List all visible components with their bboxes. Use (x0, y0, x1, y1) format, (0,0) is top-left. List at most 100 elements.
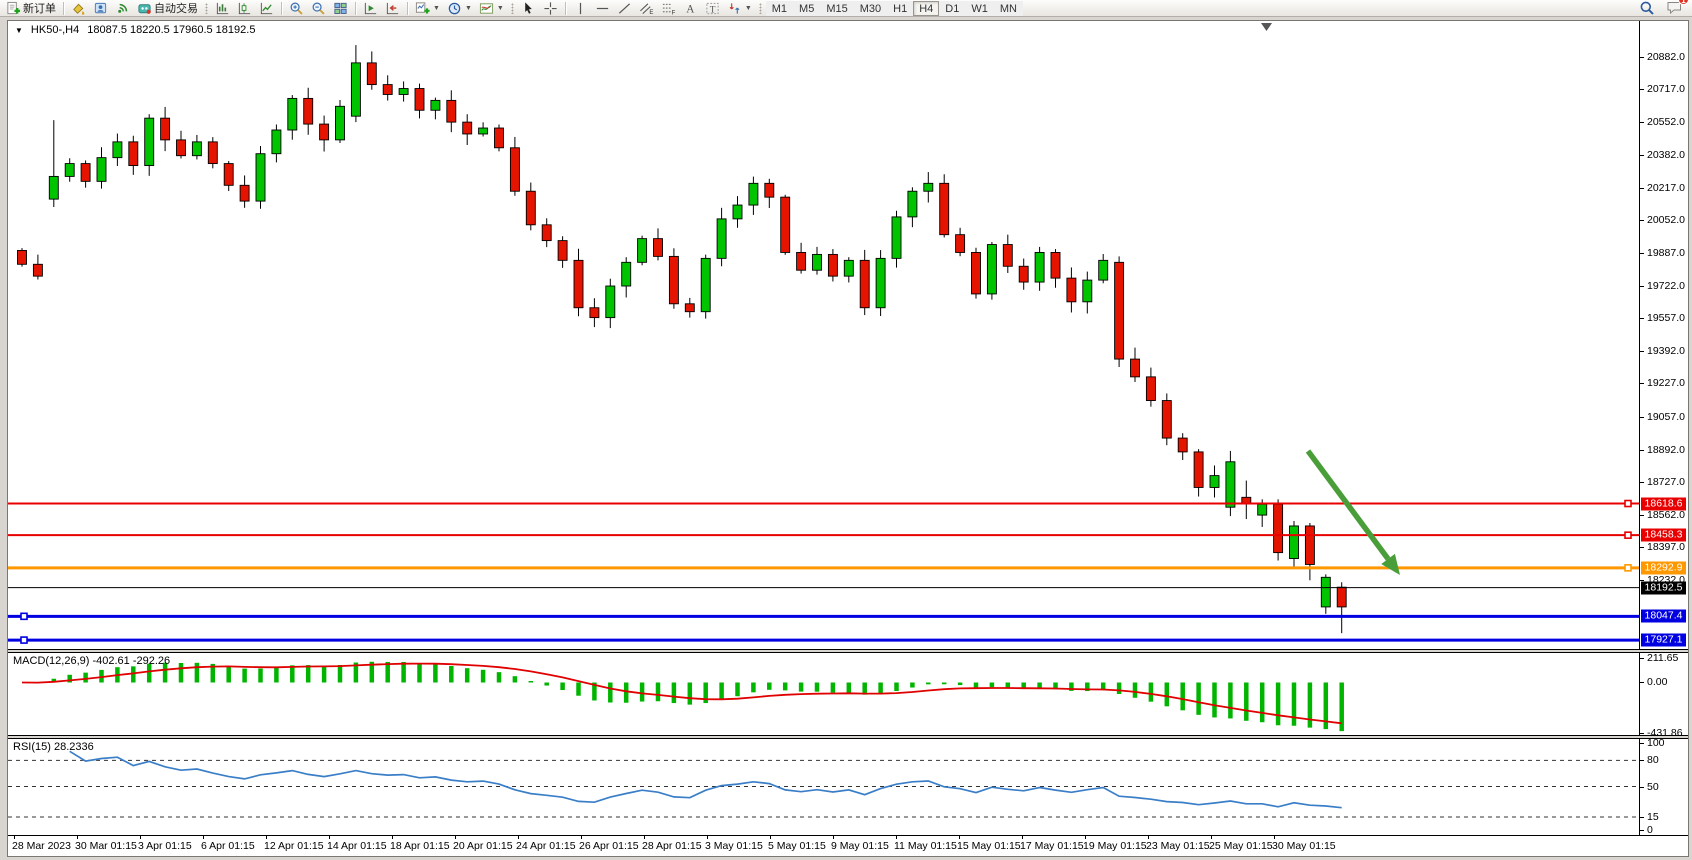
chart-shift-icon (386, 2, 399, 14)
price-tick-label: 20052.0 (1647, 214, 1685, 227)
timeframe-w1[interactable]: W1 (965, 0, 994, 16)
time-tick-mark (959, 836, 960, 839)
crosshair-button[interactable] (540, 1, 561, 16)
time-axis[interactable]: 28 Mar 2023 30 Mar 01:15 3 Apr 01:15 6 Apr … (8, 835, 1688, 856)
time-tick-label: 24 Apr 01:15 (516, 840, 576, 852)
time-tick-label: 11 May 01:15 (894, 840, 957, 852)
price-tick-label: 19557.0 (1647, 312, 1685, 325)
rsi-tick-label: 15 (1647, 810, 1659, 823)
candlestick-chart[interactable] (8, 21, 1640, 648)
timeframe-m1[interactable]: M1 (765, 0, 794, 16)
time-tick-label: 30 Mar 01:15 (75, 840, 137, 852)
publisher-button[interactable] (90, 1, 111, 16)
toolbar-separator (355, 1, 356, 15)
macd-tick-label: 0.00 (1647, 676, 1668, 689)
signals-button[interactable] (112, 1, 133, 16)
fibonacci-icon: F (662, 3, 675, 16)
rsi-tick-mark (1640, 743, 1644, 744)
chart-shift-button[interactable] (382, 1, 403, 16)
rsi-axis[interactable]: 100 80 50 15 0 (1640, 738, 1688, 835)
time-tick-mark (14, 836, 15, 839)
timeframe-mn[interactable]: MN (993, 0, 1023, 16)
text-label-button[interactable]: T (702, 1, 723, 16)
time-tick-mark (1211, 836, 1212, 839)
time-tick-label: 14 Apr 01:15 (327, 840, 387, 852)
templates-button[interactable]: ▼ (476, 1, 507, 16)
text-button[interactable]: A (680, 1, 701, 16)
horizontal-line-button[interactable] (592, 1, 613, 16)
price-tick-mark (1640, 155, 1644, 157)
chat-button[interactable]: 1 (1666, 0, 1689, 18)
timeframe-h1[interactable]: H1 (887, 0, 914, 16)
timeframe-d1[interactable]: D1 (939, 0, 966, 16)
time-tick-mark (896, 836, 897, 839)
price-tick-mark (1640, 482, 1644, 484)
macd-tick-label: 211.65 (1647, 652, 1679, 664)
price-tick-label: 18397.0 (1647, 541, 1685, 554)
macd-pane[interactable]: MACD(12,26,9) -402.61 -292.26 (8, 652, 1640, 736)
main-chart-pane[interactable]: ▼ HK50-,H4 18087.5 18220.5 17960.5 18192… (8, 21, 1640, 650)
rsi-tick-label: 0 (1647, 824, 1653, 835)
zoom-out-button[interactable] (308, 1, 329, 16)
chevron-down-icon: ▼ (433, 4, 440, 12)
bar-chart-button[interactable] (212, 1, 233, 16)
arrow-objects-icon (729, 2, 740, 14)
chevron-down-icon: ▼ (464, 4, 472, 12)
chart-window: ▼ HK50-,H4 18087.5 18220.5 17960.5 18192… (7, 20, 1689, 857)
indicators-button[interactable]: ▼ (412, 1, 443, 16)
rsi-tick-mark (1640, 830, 1644, 831)
candlestick-button[interactable] (234, 1, 255, 16)
styler-button[interactable] (68, 1, 89, 16)
toolbar-right: 1 (1636, 0, 1689, 18)
fibonacci-button[interactable]: F (658, 1, 679, 16)
equidistant-channel-button[interactable]: E (636, 1, 657, 16)
zoom-in-button[interactable] (286, 1, 307, 16)
rsi-tick-mark (1640, 816, 1644, 818)
time-tick-mark (1148, 836, 1149, 839)
timeframe-m15[interactable]: M15 (820, 0, 854, 16)
toolbar-separator (63, 1, 64, 15)
zoom-out-icon (312, 2, 325, 15)
search-button[interactable] (1636, 1, 1658, 16)
notification-badge: 1 (1678, 0, 1689, 5)
time-tick-mark (1022, 836, 1023, 839)
time-tick-label: 20 Apr 01:15 (453, 840, 513, 852)
new-order-button[interactable]: 新订单 (3, 1, 59, 16)
price-tick-mark (1640, 318, 1644, 320)
time-tick-mark (581, 836, 582, 839)
timeframe-h4[interactable]: H4 (913, 0, 940, 16)
chart-dropdown-icon[interactable]: ▼ (15, 25, 23, 35)
time-tick-label: 6 Apr 01:15 (201, 840, 255, 852)
time-tick-label: 18 Apr 01:15 (390, 840, 450, 852)
macd-axis[interactable]: 211.65 0.00 -431.86 (1640, 652, 1688, 736)
autotrading-button[interactable]: 自动交易 (134, 1, 201, 16)
time-tick-mark (455, 836, 456, 839)
price-tick-label: 19227.0 (1647, 377, 1685, 390)
pane-splitter[interactable] (8, 650, 1688, 652)
pane-splitter[interactable] (8, 736, 1688, 738)
price-tick-label: 19722.0 (1647, 279, 1685, 292)
toolbar-grip (510, 2, 514, 14)
price-tick-mark (1640, 383, 1644, 385)
periods-button[interactable]: ▼ (444, 1, 475, 16)
tile-windows-button[interactable] (330, 1, 351, 16)
auto-scroll-button[interactable] (360, 1, 381, 16)
macd-tick-label: -431.86 (1647, 727, 1683, 736)
cursor-button[interactable] (518, 1, 539, 16)
trendline-button[interactable] (614, 1, 635, 16)
svg-text:F: F (671, 9, 675, 16)
vertical-line-button[interactable] (570, 1, 591, 16)
timeframe-m5[interactable]: M5 (793, 0, 821, 16)
vertical-line-icon (579, 2, 581, 14)
price-tick-label: 20382.0 (1647, 149, 1685, 162)
price-tick-label: 18562.0 (1647, 508, 1685, 521)
timeframe-m30[interactable]: M30 (853, 0, 888, 16)
arrows-button[interactable]: ▼ (724, 1, 755, 16)
line-chart-button[interactable] (256, 1, 277, 16)
time-tick-label: 19 May 01:15 (1083, 840, 1147, 852)
rsi-indicator (8, 750, 1639, 818)
rsi-pane[interactable]: RSI(15) 28.2336 (8, 738, 1640, 835)
price-tick-mark (1640, 220, 1644, 222)
equidistant-channel-icon: E (639, 2, 653, 16)
price-axis[interactable]: 20882.0 20717.0 20552.0 20382.0 20217.0 20052… (1640, 21, 1688, 650)
